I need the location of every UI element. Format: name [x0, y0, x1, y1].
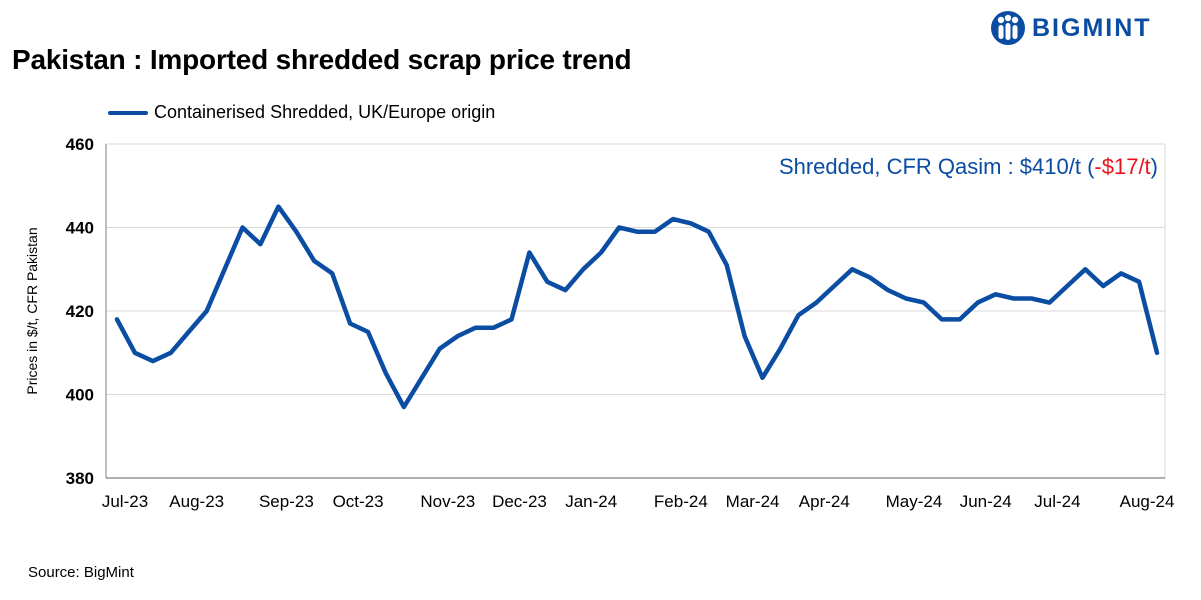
y-tick-label: 460 [66, 135, 94, 154]
annotation-change: -$17/t [1094, 154, 1150, 179]
bigmint-people-icon [991, 11, 1025, 45]
chart-legend: Containerised Shredded, UK/Europe origin [108, 102, 495, 123]
x-tick-label: Jun-24 [960, 492, 1012, 511]
legend-swatch [108, 110, 148, 115]
x-tick-label: Oct-23 [333, 492, 384, 511]
y-tick-label: 420 [66, 302, 94, 321]
series-line [114, 204, 1160, 410]
annotation-suffix: ) [1151, 154, 1158, 179]
x-tick-label: May-24 [886, 492, 943, 511]
source-note: Source: BigMint [28, 564, 134, 581]
y-axis-title: Prices in $/t, CFR Pakistan [24, 227, 40, 394]
y-tick-label: 400 [66, 386, 94, 405]
chart-title: Pakistan : Imported shredded scrap price… [12, 44, 632, 75]
bigmint-wordmark: BIGMINT [1032, 13, 1152, 42]
legend-label: Containerised Shredded, UK/Europe origin [154, 102, 496, 122]
x-tick-label: Aug-23 [169, 492, 224, 511]
x-tick-label: Apr-24 [799, 492, 850, 511]
y-tick-label: 440 [66, 219, 94, 238]
x-tick-label: Sep-23 [259, 492, 314, 511]
y-tick-label: 380 [66, 469, 94, 488]
x-tick-label: Jan-24 [565, 492, 617, 511]
price-annotation: Shredded, CFR Qasim : $410/t (-$17/t) [779, 154, 1158, 179]
bigmint-logo: BIGMINT [990, 8, 1152, 48]
x-tick-label: Nov-23 [420, 492, 475, 511]
x-tick-label: Mar-24 [726, 492, 780, 511]
x-tick-label: Aug-24 [1120, 492, 1175, 511]
x-tick-label: Dec-23 [492, 492, 547, 511]
x-tick-label: Feb-24 [654, 492, 708, 511]
x-tick-label: Jul-24 [1034, 492, 1080, 511]
annotation-prefix: Shredded, CFR Qasim : $410/t ( [779, 154, 1095, 179]
x-tick-label: Jul-23 [102, 492, 148, 511]
